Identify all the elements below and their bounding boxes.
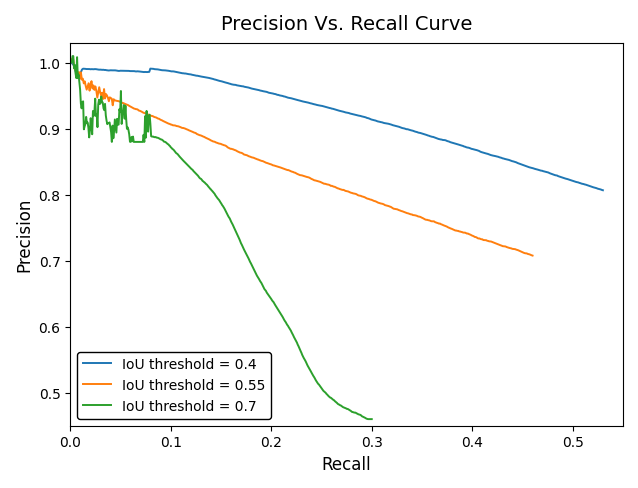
- IoU threshold = 0.55: [66, 60, 74, 66]
- IoU threshold = 0.55: [529, 253, 537, 259]
- IoU threshold = 0.7: [165, 143, 173, 149]
- IoU threshold = 0.4: [320, 104, 327, 110]
- IoU threshold = 0.4: [383, 122, 391, 127]
- IoU threshold = 0.7: [286, 327, 294, 333]
- IoU threshold = 0.55: [407, 212, 415, 218]
- IoU threshold = 0.7: [186, 165, 194, 171]
- Line: IoU threshold = 0.7: IoU threshold = 0.7: [70, 57, 372, 419]
- Title: Precision Vs. Recall Curve: Precision Vs. Recall Curve: [221, 15, 472, 34]
- IoU threshold = 0.7: [368, 416, 376, 422]
- IoU threshold = 0.4: [323, 105, 330, 111]
- X-axis label: Recall: Recall: [322, 455, 371, 473]
- Y-axis label: Precision: Precision: [15, 198, 33, 272]
- Line: IoU threshold = 0.4: IoU threshold = 0.4: [70, 62, 603, 191]
- IoU threshold = 0.7: [66, 61, 74, 66]
- Line: IoU threshold = 0.55: IoU threshold = 0.55: [70, 60, 533, 256]
- IoU threshold = 0.55: [487, 239, 495, 245]
- IoU threshold = 0.55: [348, 191, 356, 197]
- IoU threshold = 0.7: [257, 279, 265, 285]
- IoU threshold = 0.4: [503, 157, 510, 163]
- IoU threshold = 0.7: [285, 325, 292, 330]
- IoU threshold = 0.4: [586, 184, 594, 190]
- IoU threshold = 0.7: [364, 416, 372, 422]
- IoU threshold = 0.55: [326, 183, 334, 189]
- IoU threshold = 0.55: [262, 161, 270, 166]
- IoU threshold = 0.55: [68, 57, 76, 62]
- IoU threshold = 0.4: [599, 188, 607, 194]
- IoU threshold = 0.7: [103, 122, 111, 128]
- IoU threshold = 0.55: [211, 140, 219, 145]
- IoU threshold = 0.4: [66, 60, 74, 65]
- Legend: IoU threshold = 0.4, IoU threshold = 0.55, IoU threshold = 0.7: IoU threshold = 0.4, IoU threshold = 0.5…: [77, 352, 271, 419]
- IoU threshold = 0.7: [69, 54, 77, 60]
- IoU threshold = 0.4: [355, 113, 362, 119]
